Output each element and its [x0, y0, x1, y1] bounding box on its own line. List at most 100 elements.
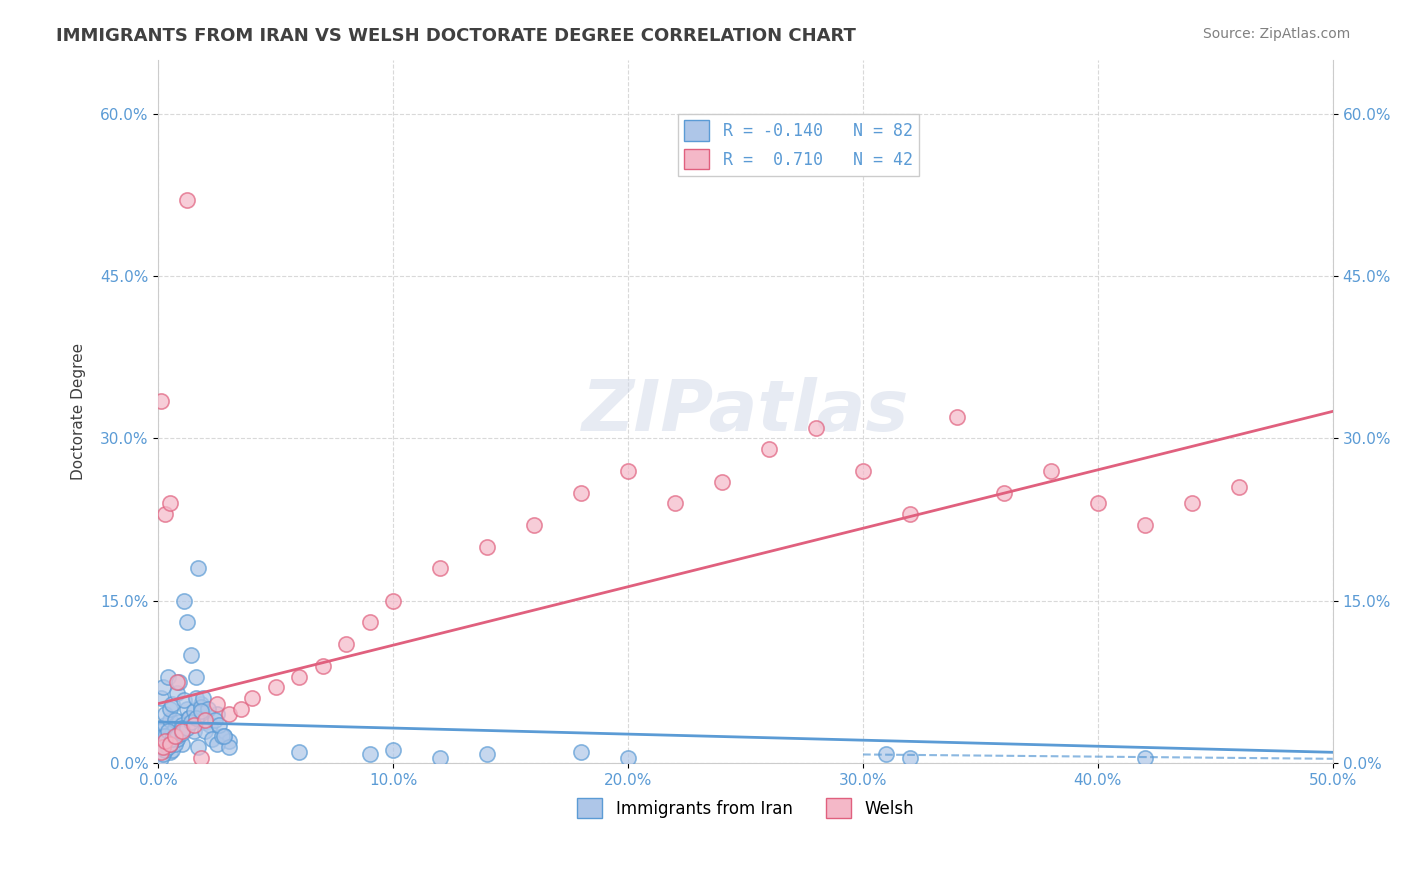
Point: [180, 714, 202, 729]
Point: [876, 747, 898, 762]
Point: [149, 691, 172, 706]
Point: [155, 743, 177, 757]
Point: [166, 729, 188, 743]
Point: [156, 739, 179, 754]
Point: [218, 707, 240, 722]
Point: [191, 691, 214, 706]
Point: [205, 707, 228, 722]
Point: [159, 737, 181, 751]
Point: [149, 745, 172, 759]
Point: [240, 691, 263, 706]
Point: [523, 518, 546, 533]
Point: [711, 475, 734, 489]
Point: [1039, 464, 1062, 478]
Point: [617, 464, 640, 478]
Legend: Immigrants from Iran, Welsh: Immigrants from Iran, Welsh: [571, 791, 921, 825]
Point: [166, 675, 188, 690]
Point: [946, 409, 969, 424]
Point: [176, 615, 198, 630]
Point: [159, 713, 181, 727]
Point: [176, 194, 198, 208]
Point: [156, 734, 179, 748]
Point: [288, 669, 311, 683]
Point: [156, 669, 179, 683]
Point: [173, 594, 195, 608]
Point: [477, 540, 499, 554]
Point: [852, 464, 875, 478]
Point: [166, 732, 188, 747]
Point: [173, 693, 195, 707]
Point: [163, 729, 186, 743]
Text: IMMIGRANTS FROM IRAN VS WELSH DOCTORATE DEGREE CORRELATION CHART: IMMIGRANTS FROM IRAN VS WELSH DOCTORATE …: [56, 27, 856, 45]
Point: [170, 718, 193, 732]
Point: [429, 561, 451, 575]
Point: [183, 718, 205, 732]
Point: [218, 734, 240, 748]
Point: [993, 485, 1015, 500]
Point: [184, 711, 207, 725]
Point: [477, 747, 499, 762]
Point: [155, 718, 177, 732]
Point: [758, 442, 780, 457]
Point: [201, 732, 224, 747]
Point: [163, 722, 186, 736]
Text: Source: ZipAtlas.com: Source: ZipAtlas.com: [1202, 27, 1350, 41]
Point: [898, 750, 921, 764]
Point: [1133, 750, 1156, 764]
Text: ZIPatlas: ZIPatlas: [582, 376, 910, 446]
Point: [898, 507, 921, 521]
Point: [155, 734, 177, 748]
Point: [382, 594, 405, 608]
Point: [152, 729, 174, 743]
Point: [190, 750, 212, 764]
Point: [177, 711, 200, 725]
Point: [149, 393, 172, 408]
Point: [664, 496, 686, 510]
Point: [162, 726, 184, 740]
Point: [218, 739, 240, 754]
Point: [1227, 480, 1250, 494]
Y-axis label: Doctorate Degree: Doctorate Degree: [72, 343, 86, 480]
Point: [190, 704, 212, 718]
Point: [335, 637, 357, 651]
Point: [152, 681, 174, 695]
Point: [205, 737, 228, 751]
Point: [183, 723, 205, 738]
Point: [176, 702, 198, 716]
Point: [176, 722, 198, 736]
Point: [159, 702, 181, 716]
Point: [170, 723, 193, 738]
Point: [184, 669, 207, 683]
Point: [156, 723, 179, 738]
Point: [208, 718, 231, 732]
Point: [162, 743, 184, 757]
Point: [162, 732, 184, 747]
Point: [429, 750, 451, 764]
Point: [180, 648, 202, 662]
Point: [170, 737, 193, 751]
Point: [198, 718, 221, 732]
Point: [152, 747, 174, 762]
Point: [197, 702, 219, 716]
Point: [359, 615, 381, 630]
Point: [212, 729, 235, 743]
Point: [382, 743, 405, 757]
Point: [264, 681, 287, 695]
Point: [190, 697, 212, 711]
Point: [1133, 518, 1156, 533]
Point: [211, 729, 233, 743]
Point: [229, 702, 252, 716]
Point: [1181, 496, 1204, 510]
Point: [170, 726, 193, 740]
Point: [166, 732, 188, 747]
Point: [617, 750, 640, 764]
Point: [804, 420, 827, 434]
Point: [155, 729, 177, 743]
Point: [169, 714, 191, 729]
Point: [184, 691, 207, 706]
Point: [312, 658, 335, 673]
Point: [183, 704, 205, 718]
Point: [194, 723, 217, 738]
Point: [359, 747, 381, 762]
Point: [166, 686, 188, 700]
